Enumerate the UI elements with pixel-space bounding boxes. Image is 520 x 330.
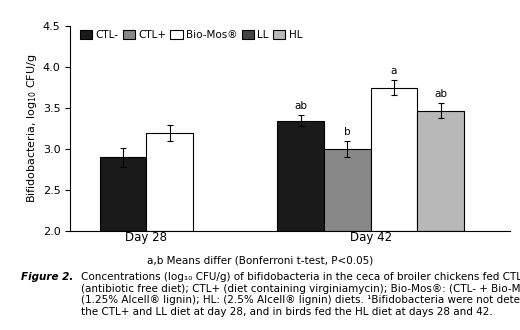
Text: a,b Means differ (Bonferroni t-test, P<0.05): a,b Means differ (Bonferroni t-test, P<0… [147,256,373,266]
Bar [277,120,324,231]
Bar [324,149,371,231]
Bar [100,157,147,231]
Bar [371,88,417,231]
Y-axis label: Bifidobacteria, log$_{10}$ CFU/g: Bifidobacteria, log$_{10}$ CFU/g [24,54,38,203]
Text: b: b [344,127,350,137]
Text: Concentrations (log₁₀ CFU/g) of bifidobacteria in the ceca of broiler chickens f: Concentrations (log₁₀ CFU/g) of bifidoba… [81,272,520,317]
Text: ab: ab [294,101,307,111]
Text: Day 42: Day 42 [349,231,392,244]
Text: a: a [391,66,397,76]
Text: ab: ab [434,89,447,99]
Text: Day 28: Day 28 [125,231,167,244]
Bar [417,111,464,231]
Legend: CTL-, CTL+, Bio-Mos®, LL, HL: CTL-, CTL+, Bio-Mos®, LL, HL [80,30,302,40]
Bar [147,133,193,231]
Text: Figure 2.: Figure 2. [21,272,73,282]
